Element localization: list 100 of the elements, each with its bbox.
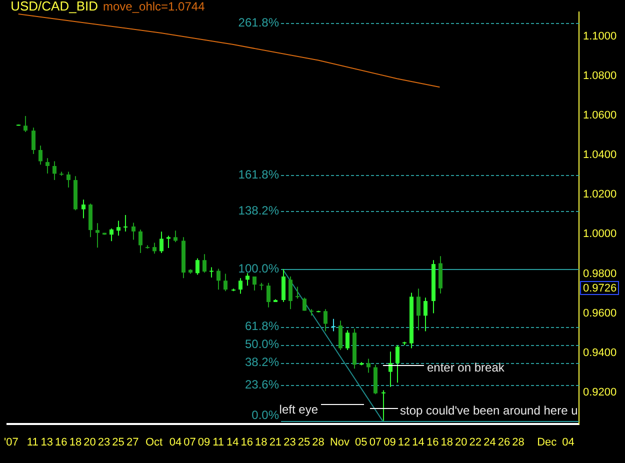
candlestick — [396, 344, 400, 384]
x-tick-label: 18 — [69, 436, 82, 448]
candlestick — [124, 214, 128, 232]
candlestick — [132, 222, 136, 240]
annotation: 138.2% — [238, 203, 280, 218]
annotation: 38.2% — [244, 355, 280, 370]
y-tick-label: 0.9726 — [583, 282, 617, 294]
candlestick — [166, 235, 170, 249]
candlestick — [338, 320, 342, 351]
candlestick — [382, 390, 386, 422]
candlestick — [210, 266, 214, 278]
candlestick — [216, 268, 220, 290]
candlestick — [66, 171, 70, 188]
chart-title: USD/CAD_BID — [10, 0, 98, 14]
x-tick-label: 05 — [355, 436, 368, 448]
candlestick — [388, 351, 392, 388]
x-tick-label: 14 — [226, 436, 239, 448]
annotation: stop could've been around here u — [400, 403, 578, 418]
x-tick-label: 22 — [469, 436, 482, 448]
x-tick-label: 23 — [284, 436, 296, 448]
x-tick-label: 23 — [98, 436, 110, 448]
x-tick-label: Nov — [330, 436, 350, 448]
candlestick — [110, 228, 114, 242]
annotation: 261.8% — [238, 16, 280, 30]
series-label: move_ohlc=1.0744 — [103, 0, 206, 14]
y-tick-label: 0.9800 — [583, 268, 617, 280]
x-tick-label: 21 — [269, 436, 282, 448]
candlestick — [296, 286, 300, 300]
y-tick-label: 0.9600 — [583, 307, 617, 320]
x-tick-label: 24 — [484, 436, 496, 448]
candlestick — [288, 276, 292, 310]
candlestick — [138, 229, 142, 254]
candlestick — [346, 330, 350, 351]
y-tick-label: 0.9400 — [583, 346, 617, 359]
x-tick-label: 12 — [398, 436, 410, 448]
x-tick-label: 16 — [55, 436, 68, 448]
candlestick — [332, 318, 336, 332]
y-tick-label: 1.0600 — [583, 110, 617, 122]
candlestick — [366, 358, 370, 374]
x-tick-label: 18 — [255, 436, 268, 448]
x-tick-label: 28 — [512, 436, 524, 448]
x-tick-label: 11 — [26, 436, 38, 448]
candlestick — [302, 297, 306, 312]
candlestick — [424, 297, 428, 332]
candlestick — [202, 254, 206, 274]
y-tick-label: 1.0000 — [583, 228, 617, 240]
y-tick-label: 1.0200 — [583, 188, 617, 201]
candlestick — [52, 160, 56, 181]
annotation: 0.0% — [252, 408, 280, 422]
candlestick — [246, 272, 250, 286]
candlestick — [32, 127, 36, 154]
y-tick-label: 1.0400 — [583, 149, 617, 162]
x-tick-label: Oct — [145, 436, 163, 448]
x-tick-label: '07 — [4, 436, 18, 448]
x-tick-label: 27 — [126, 436, 139, 448]
candlestick — [96, 222, 100, 248]
y-tick-label: 1.0800 — [583, 70, 617, 82]
x-tick-label: Dec — [537, 436, 558, 448]
x-tick-label: 25 — [298, 436, 310, 448]
x-tick-label: 07 — [184, 436, 196, 448]
annotation: 61.8% — [244, 319, 280, 334]
annotation: 23.6% — [244, 377, 280, 392]
annotation: 50.0% — [244, 337, 280, 352]
candlestick — [266, 282, 270, 308]
annotation: left eye — [279, 402, 318, 416]
x-tick-label: 18 — [440, 436, 453, 448]
candlestick — [160, 231, 164, 254]
x-tick-label: 09 — [198, 436, 210, 448]
x-tick-label: 04 — [562, 436, 574, 448]
x-tick-label: 20 — [84, 436, 96, 448]
candlestick — [152, 242, 156, 254]
x-tick-label: 14 — [412, 436, 424, 448]
candlestick — [116, 220, 120, 236]
x-tick-label: 28 — [312, 436, 324, 448]
candlestick — [46, 158, 50, 174]
candlestick — [82, 199, 86, 219]
candlestick — [174, 230, 178, 243]
annotation: 161.8% — [238, 168, 280, 182]
candlestick — [238, 278, 242, 294]
annotation: 100.0% — [238, 261, 280, 276]
x-tick-label: 26 — [498, 436, 510, 448]
x-tick-label: 11 — [212, 436, 224, 448]
candlestick — [24, 115, 28, 132]
x-tick-label: 25 — [112, 436, 124, 448]
candlestick — [416, 288, 420, 331]
x-tick-label: 09 — [384, 436, 396, 448]
annotation: enter on break — [427, 360, 506, 374]
candlestick — [224, 273, 228, 292]
y-tick-label: 1.1000 — [583, 30, 617, 43]
candlestick — [196, 258, 200, 276]
y-tick-label: 0.9200 — [583, 386, 617, 398]
candlestick — [38, 145, 42, 166]
x-tick-label: 16 — [426, 436, 439, 448]
x-tick-label: 16 — [240, 436, 253, 448]
x-tick-label: 04 — [169, 436, 182, 448]
x-tick-label: 13 — [40, 436, 54, 448]
x-tick-label: 07 — [369, 436, 382, 448]
candlestick — [282, 268, 286, 303]
candlestick — [324, 308, 328, 332]
candlestick — [252, 276, 256, 292]
